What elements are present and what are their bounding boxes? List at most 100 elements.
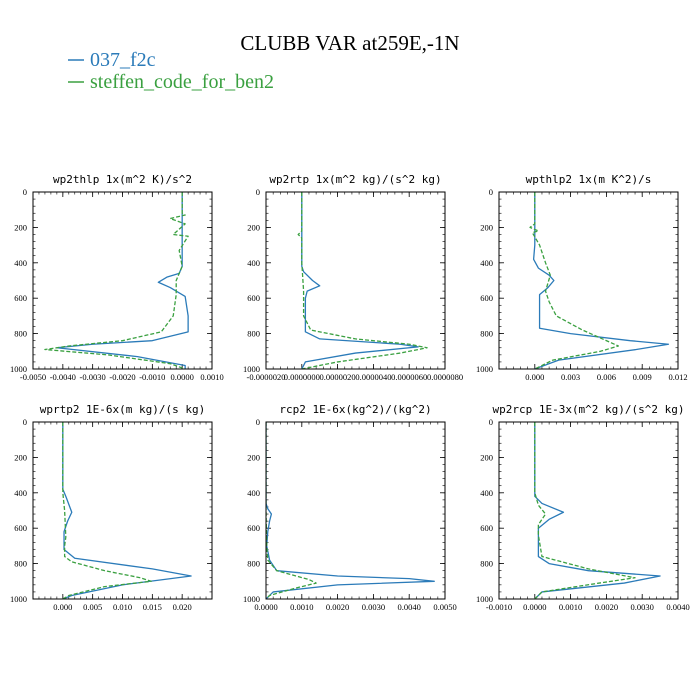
panel-3-ytick-label-2: 400 xyxy=(14,488,27,498)
panel-4-xtick-label-5: 0.0050 xyxy=(433,602,456,612)
panel-title-3: wprtp2 1E-6x(m kg)/(s kg) xyxy=(40,403,206,416)
panel-1-series-1 xyxy=(297,192,428,369)
panel-4-xtick-label-0: 0.0000 xyxy=(254,602,277,612)
panel-2-xtick-label-4: 0.012 xyxy=(668,372,687,382)
chart-panel-4: rcp2 1E-6x(kg^2)/(kg^2) 0.0000 0.0010 0.002… xyxy=(243,403,457,612)
panel-0-ytick-label-1: 200 xyxy=(14,222,27,232)
panel-5-ytick-label-3: 600 xyxy=(480,523,493,533)
panel-1-ytick-label-3: 600 xyxy=(247,293,260,303)
panel-2-xtick-label-3: 0.009 xyxy=(633,372,652,382)
panel-1-xtick-label-4: 0.0000060 xyxy=(391,372,427,382)
panel-4-series-0 xyxy=(266,422,435,599)
panel-3-xtick-label-3: 0.015 xyxy=(143,602,162,612)
panel-3-xtick-label-1: 0.005 xyxy=(83,602,102,612)
panel-0-xtick-label-5: 0.0000 xyxy=(170,372,193,382)
panel-frame-2 xyxy=(498,191,679,370)
panel-0-xtick-label-2: -0.0030 xyxy=(80,372,106,382)
panel-0-xtick-label-3: -0.0020 xyxy=(109,372,135,382)
panel-y-minor-ticks-3 xyxy=(33,421,212,600)
panel-5-ytick-label-5: 1000 xyxy=(476,594,493,604)
panel-title-5: wp2rcp 1E-3x(m^2 kg)/(s^2 kg) xyxy=(492,403,684,416)
panel-5-xtick-label-1: 0.0000 xyxy=(523,602,546,612)
panel-0-ytick-label-2: 400 xyxy=(14,258,27,268)
panel-1-xtick-label-1: 0.0000000 xyxy=(284,372,320,382)
panel-x-minor-ticks-5 xyxy=(498,422,679,599)
chart-panel-2: wpthlp2 1x(m K^2)/s 0.000 0.003 0.006 0.009 0… xyxy=(476,173,688,382)
panel-5-xtick-label-4: 0.0030 xyxy=(631,602,654,612)
panel-title-4: rcp2 1E-6x(kg^2)/(kg^2) xyxy=(279,403,431,416)
panel-y-minor-ticks-5 xyxy=(499,421,678,600)
panel-2-xtick-label-2: 0.006 xyxy=(597,372,616,382)
panel-5-ytick-label-4: 800 xyxy=(480,559,493,569)
panel-0-ytick-label-3: 600 xyxy=(14,293,27,303)
panel-1-xtick-label-0: -0.0000020 xyxy=(247,372,286,382)
panel-2-series-0 xyxy=(532,192,670,369)
panel-4-series-1 xyxy=(266,422,317,599)
panel-2-ytick-label-1: 200 xyxy=(480,222,493,232)
legend-label-0: 037_f2c xyxy=(90,49,156,71)
panel-3-ytick-label-0: 0 xyxy=(23,417,27,427)
panel-5-ytick-label-0: 0 xyxy=(489,417,493,427)
chart-panels: wp2thlp 1x(m^2 K)/s^2 -0.0050 -0.0040 -0.00… xyxy=(10,173,690,612)
panel-3-ytick-label-5: 1000 xyxy=(10,594,27,604)
panel-0-series-0 xyxy=(56,192,189,369)
panel-0-ytick-label-0: 0 xyxy=(23,187,27,197)
panel-4-ytick-label-3: 600 xyxy=(247,523,260,533)
panel-5-series-1 xyxy=(534,422,636,599)
panel-1-ytick-label-4: 800 xyxy=(247,329,260,339)
legend-label-1: steffen_code_for_ben2 xyxy=(90,71,274,93)
panel-3-ytick-label-4: 800 xyxy=(14,559,27,569)
panel-3-series-1 xyxy=(62,422,152,599)
panel-1-series-0 xyxy=(301,192,419,369)
panel-5-series-0 xyxy=(534,422,661,599)
panel-5-xtick-label-3: 0.0020 xyxy=(595,602,618,612)
panel-frame-3 xyxy=(32,421,213,600)
panel-4-xtick-label-3: 0.0030 xyxy=(362,602,385,612)
panel-5-ytick-label-2: 400 xyxy=(480,488,493,498)
panel-1-ytick-label-2: 400 xyxy=(247,258,260,268)
panel-3-xtick-label-0: 0.000 xyxy=(53,602,72,612)
panel-4-ytick-label-1: 200 xyxy=(247,452,260,462)
panel-3-ytick-label-1: 200 xyxy=(14,452,27,462)
panel-4-ytick-label-5: 1000 xyxy=(243,594,260,604)
panel-y-minor-ticks-1 xyxy=(266,191,445,370)
panel-0-series-1 xyxy=(44,192,189,369)
panel-4-ytick-label-2: 400 xyxy=(247,488,260,498)
panel-4-xtick-label-4: 0.0040 xyxy=(398,602,421,612)
panel-0-xtick-label-6: 0.0010 xyxy=(200,372,223,382)
panel-2-ytick-label-5: 1000 xyxy=(476,364,493,374)
panel-5-xtick-label-0: -0.0010 xyxy=(486,602,512,612)
panel-frame-0 xyxy=(32,191,213,370)
panel-5-xtick-label-5: 0.0040 xyxy=(666,602,689,612)
panel-0-ytick-label-5: 1000 xyxy=(10,364,27,374)
panel-title-2: wpthlp2 1x(m K^2)/s xyxy=(526,173,652,186)
panel-5-xtick-label-2: 0.0010 xyxy=(559,602,582,612)
panel-0-xtick-label-4: -0.0010 xyxy=(139,372,165,382)
panel-frame-4 xyxy=(265,421,446,600)
panel-2-ytick-label-2: 400 xyxy=(480,258,493,268)
panel-3-series-0 xyxy=(62,422,192,599)
panel-1-xtick-label-3: 0.0000040 xyxy=(355,372,391,382)
panel-4-xtick-label-2: 0.0020 xyxy=(326,602,349,612)
panel-0-xtick-label-1: -0.0040 xyxy=(50,372,76,382)
panel-1-ytick-label-0: 0 xyxy=(256,187,260,197)
panel-1-xtick-label-2: 0.0000020 xyxy=(320,372,356,382)
panel-5-ytick-label-1: 200 xyxy=(480,452,493,462)
panel-0-ytick-label-4: 800 xyxy=(14,329,27,339)
panel-2-series-1 xyxy=(529,192,619,369)
figure-title: CLUBB VAR at259E,-1N xyxy=(240,31,459,55)
panel-4-ytick-label-4: 800 xyxy=(247,559,260,569)
panel-4-xtick-label-1: 0.0010 xyxy=(290,602,313,612)
panel-2-ytick-label-0: 0 xyxy=(489,187,493,197)
chart-panel-3: wprtp2 1E-6x(m kg)/(s kg) 0.000 0.005 0.010… xyxy=(10,403,213,612)
chart-panel-5: wp2rcp 1E-3x(m^2 kg)/(s^2 kg) -0.0010 0.00… xyxy=(476,403,690,612)
panel-3-xtick-label-4: 0.020 xyxy=(173,602,192,612)
panel-frame-5 xyxy=(498,421,679,600)
panel-2-xtick-label-0: 0.000 xyxy=(525,372,544,382)
panel-3-ytick-label-3: 600 xyxy=(14,523,27,533)
panel-x-minor-ticks-3 xyxy=(32,422,213,599)
panel-4-ytick-label-0: 0 xyxy=(256,417,260,427)
panel-2-ytick-label-4: 800 xyxy=(480,329,493,339)
